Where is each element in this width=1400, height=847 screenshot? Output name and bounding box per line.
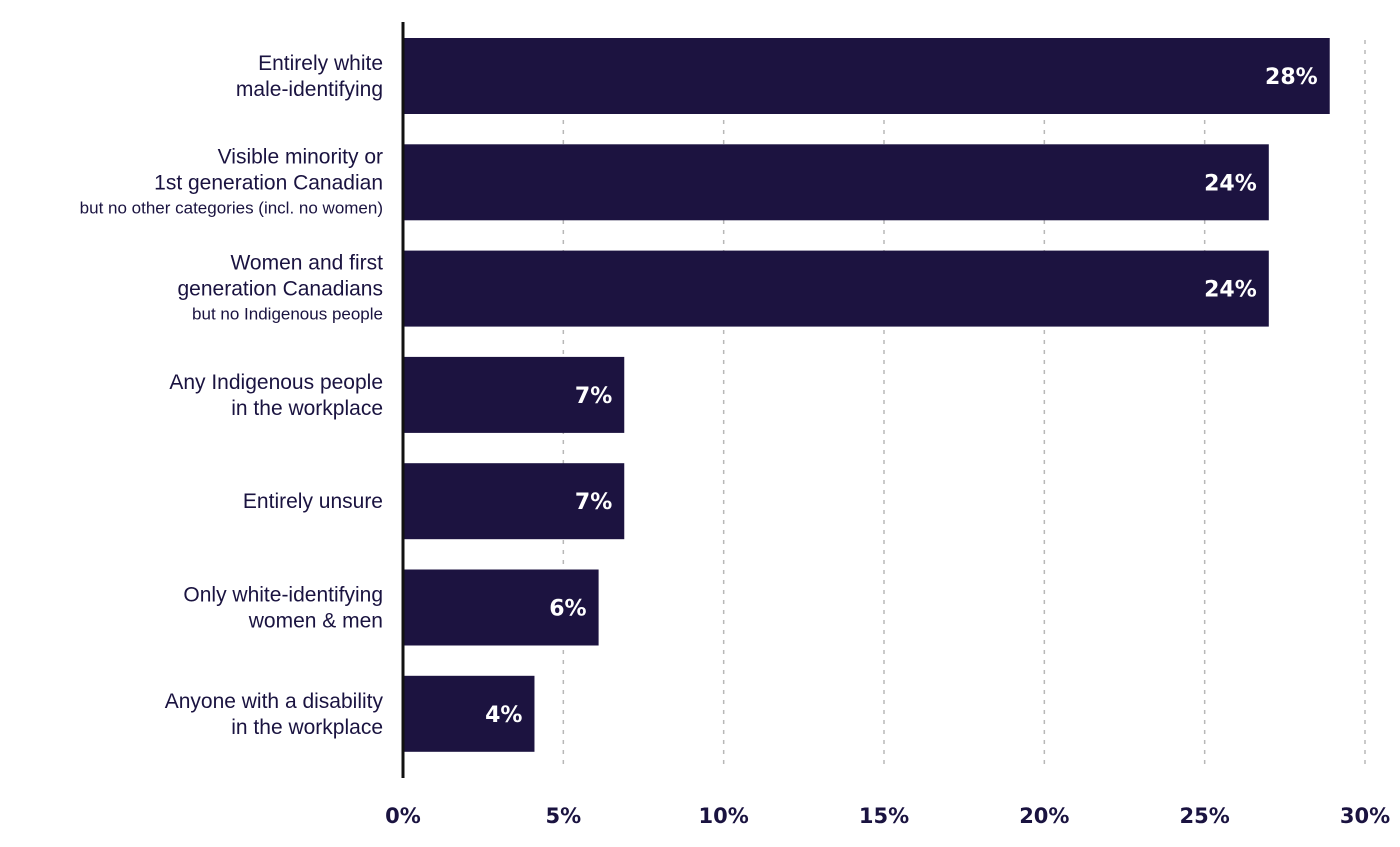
bar (403, 675, 535, 752)
x-tick-label: 25% (1180, 804, 1230, 828)
x-tick-label: 20% (1019, 804, 1069, 828)
category-label: women & men (248, 610, 383, 633)
bar-value-label: 28% (1265, 65, 1318, 90)
category-label: Only white-identifying (183, 584, 383, 607)
bar-value-label: 24% (1204, 171, 1257, 196)
category-label: Anyone with a disability (165, 690, 384, 713)
bar (403, 144, 1269, 221)
bar (403, 38, 1330, 114)
x-tick-label: 30% (1340, 804, 1390, 828)
bar-value-label: 6% (549, 597, 586, 622)
category-label: 1st generation Canadian (154, 171, 383, 194)
bar (403, 569, 599, 646)
bar-value-label: 24% (1204, 278, 1257, 303)
category-label: Women and first (230, 252, 383, 275)
category-label: generation Canadians (178, 278, 384, 301)
category-label: Entirely white (258, 52, 383, 75)
bars: 28% 24% 24% 7% 7% 6% 4% (403, 38, 1330, 752)
category-label: Entirely unsure (243, 490, 383, 513)
bar (403, 250, 1269, 327)
bar (403, 356, 625, 433)
category-label: in the workplace (231, 397, 383, 420)
category-labels: Entirely white male-identifying Visible mi… (80, 52, 384, 739)
x-tick-label: 5% (546, 804, 582, 828)
bar-value-label: 4% (485, 703, 522, 728)
x-tick-label: 15% (859, 804, 909, 828)
category-label: male-identifying (236, 78, 383, 101)
category-label: Visible minority or (218, 145, 383, 168)
x-tick-label: 0% (385, 804, 421, 828)
category-label: in the workplace (231, 716, 383, 739)
category-label: Any Indigenous people (169, 371, 383, 394)
bar-value-label: 7% (575, 490, 612, 515)
category-sublabel: but no other categories (incl. no women) (80, 198, 383, 217)
x-tick-label: 10% (699, 804, 749, 828)
x-axis-ticks: 0% 5% 10% 15% 20% 25% 30% (385, 804, 1390, 828)
bar-value-label: 7% (575, 384, 612, 409)
bar (403, 463, 625, 540)
category-sublabel: but no Indigenous people (192, 305, 383, 324)
